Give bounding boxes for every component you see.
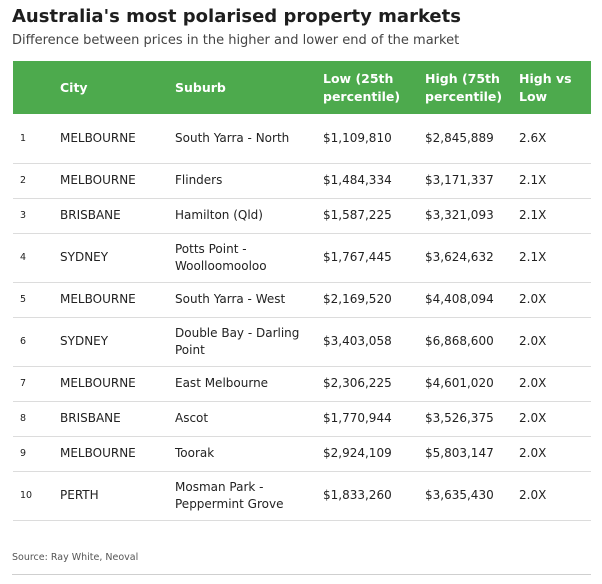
source-note: Source: Ray White, Neoval [12,552,139,563]
cell-city: MELBOURNE [59,163,173,199]
cell-ratio: 2.1X [519,233,591,283]
cell-low-price: $3,403,058 [318,317,425,367]
table-row: 4 SYDNEY Potts Point - Woolloomooloo $1,… [13,233,591,283]
cell-high-price: $6,868,600 [425,317,519,367]
table-row: 6 SYDNEY Double Bay - Darling Point $3,4… [13,317,591,367]
cell-ratio: 2.0X [519,401,591,437]
header-low-25th-percentile: Low (25th percentile) [323,70,401,104]
cell-low-price: $2,924,109 [318,436,425,472]
table-header-row: City Suburb Low (25th percentile) High (… [13,61,591,114]
cell-city: BRISBANE [59,198,173,234]
cell-ratio: 2.0X [519,436,591,472]
cell-low-price: $1,767,445 [318,233,425,283]
header-rank [13,61,59,114]
cell-city: SYDNEY [59,233,173,283]
cell-low-price: $1,770,944 [318,401,425,437]
table-row: 8 BRISBANE Ascot $1,770,944 $3,526,375 2… [13,401,591,437]
cell-suburb: Double Bay - Darling Point [173,317,318,367]
cell-city: MELBOURNE [59,114,173,164]
cell-low-price: $1,587,225 [318,198,425,234]
cell-rank: 5 [13,282,59,318]
cell-city: SYDNEY [59,317,173,367]
cell-suburb: Toorak [173,436,318,472]
header-city: City [60,79,88,95]
cell-high-price: $2,845,889 [425,114,519,164]
cell-rank: 4 [13,233,59,283]
cell-suburb: Hamilton (Qld) [173,198,318,234]
cell-suburb: South Yarra - North [173,114,318,164]
table-row: 3 BRISBANE Hamilton (Qld) $1,587,225 $3,… [13,198,591,234]
cell-high-price: $4,601,020 [425,366,519,402]
cell-suburb: South Yarra - West [173,282,318,318]
cell-low-price: $1,833,260 [318,471,425,521]
cell-suburb: Mosman Park - Peppermint Grove [173,471,318,521]
cell-suburb: Potts Point - Woolloomooloo [173,233,318,283]
cell-city: BRISBANE [59,401,173,437]
cell-rank: 8 [13,401,59,437]
cell-low-price: $1,484,334 [318,163,425,199]
cell-city: MELBOURNE [59,282,173,318]
cell-ratio: 2.1X [519,198,591,234]
cell-rank: 6 [13,317,59,367]
cell-high-price: $3,526,375 [425,401,519,437]
cell-low-price: $2,169,520 [318,282,425,318]
table-row: 7 MELBOURNE East Melbourne $2,306,225 $4… [13,366,591,402]
cell-rank: 1 [13,114,59,164]
cell-city: PERTH [59,471,173,521]
table-row: 1 MELBOURNE South Yarra - North $1,109,8… [13,114,591,164]
header-high-vs-low: High vs Low [519,70,572,104]
cell-suburb: Flinders [173,163,318,199]
cell-rank: 7 [13,366,59,402]
cell-high-price: $3,321,093 [425,198,519,234]
cell-ratio: 2.0X [519,282,591,318]
table-row: 2 MELBOURNE Flinders $1,484,334 $3,171,3… [13,163,591,199]
cell-rank: 9 [13,436,59,472]
cell-high-price: $3,624,632 [425,233,519,283]
table-row: 9 MELBOURNE Toorak $2,924,109 $5,803,147… [13,436,591,472]
bottom-divider [12,574,591,575]
cell-high-price: $5,803,147 [425,436,519,472]
cell-rank: 10 [13,471,59,521]
header-suburb: Suburb [175,79,226,95]
cell-ratio: 2.0X [519,471,591,521]
cell-city: MELBOURNE [59,436,173,472]
table-row: 5 MELBOURNE South Yarra - West $2,169,52… [13,282,591,318]
cell-low-price: $2,306,225 [318,366,425,402]
chart-title: Australia's most polarised property mark… [12,6,461,27]
cell-low-price: $1,109,810 [318,114,425,164]
cell-rank: 3 [13,198,59,234]
cell-ratio: 2.1X [519,163,591,199]
cell-suburb: East Melbourne [173,366,318,402]
data-table-container: City Suburb Low (25th percentile) High (… [13,61,591,521]
table-row: 10 PERTH Mosman Park - Peppermint Grove … [13,471,591,521]
data-table: City Suburb Low (25th percentile) High (… [13,61,591,521]
header-high-75th-percentile: High (75th percentile) [425,70,503,104]
cell-high-price: $3,635,430 [425,471,519,521]
cell-high-price: $4,408,094 [425,282,519,318]
cell-city: MELBOURNE [59,366,173,402]
cell-high-price: $3,171,337 [425,163,519,199]
cell-rank: 2 [13,163,59,199]
cell-ratio: 2.0X [519,317,591,367]
cell-ratio: 2.0X [519,366,591,402]
cell-suburb: Ascot [173,401,318,437]
chart-subtitle: Difference between prices in the higher … [12,33,460,48]
cell-ratio: 2.6X [519,114,591,164]
